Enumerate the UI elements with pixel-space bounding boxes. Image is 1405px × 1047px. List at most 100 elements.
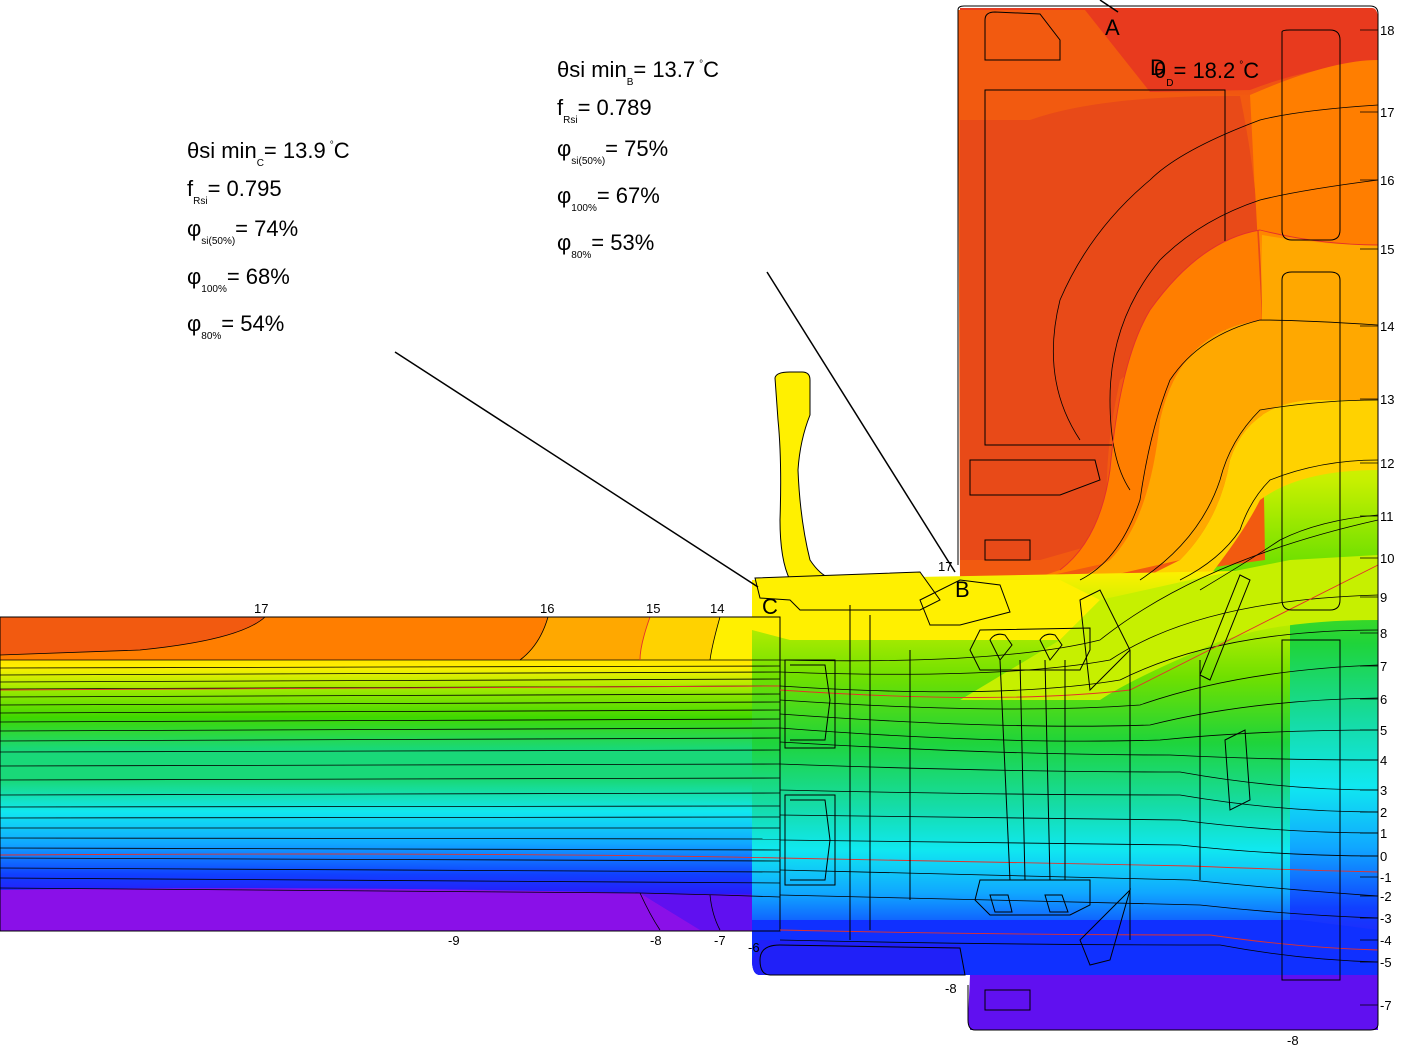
iso-line [0, 847, 781, 851]
wall-cold-region [0, 888, 700, 930]
wall-anchor [784, 794, 836, 886]
web [999, 659, 1011, 881]
diagonal-web [1079, 888, 1132, 966]
gasket [1039, 633, 1063, 661]
iso-line [0, 792, 781, 796]
annotation-D: θD= 18.2 °C [1154, 58, 1259, 89]
leader-line-A [1099, 0, 1119, 13]
bottom-labels: -9 -8 -7 -6 -8 -8 [448, 933, 1299, 1047]
iso-line [0, 763, 781, 767]
leader-line-B [766, 271, 956, 573]
iso-line [0, 709, 781, 714]
iso-line-red [0, 853, 781, 859]
junction-region [752, 555, 1378, 1030]
chamber [1281, 271, 1341, 611]
iso-line [779, 839, 1379, 857]
wall-warm-corner [0, 617, 265, 655]
iso-line [639, 892, 661, 931]
annotation-C-theta: θsi minC= 13.9 °C [187, 138, 350, 169]
wall-amber [520, 617, 650, 660]
seal-chamber [919, 579, 1011, 626]
amber-isotherm-band [1070, 235, 1378, 585]
scale-tick-label: 0 [1380, 849, 1387, 864]
leader-lines [394, 0, 1119, 588]
wall-yellow [640, 617, 720, 660]
iso-line [0, 718, 781, 723]
scale-tick-label: 16 [1380, 173, 1394, 188]
lower-gasket [984, 539, 1031, 561]
iso-label-17-near-B: 17 [938, 559, 952, 574]
iso-line [779, 697, 1379, 727]
iso-line [779, 741, 1379, 761]
lower-thermal-break [974, 879, 1091, 916]
iso-line [1199, 514, 1379, 591]
wall-outline [0, 616, 781, 932]
scale-tick-label: -1 [1380, 870, 1392, 885]
yellow-isotherm-band [1100, 400, 1378, 600]
scale-tick-label: -3 [1380, 911, 1392, 926]
iso-line [0, 737, 781, 742]
iso-label-bottom: -8 [945, 981, 957, 996]
wall-anchor-inner [790, 799, 831, 881]
iso-label-top: 14 [710, 601, 724, 616]
scale-tick-label: 13 [1380, 392, 1394, 407]
gasket [989, 633, 1013, 661]
annotation-B-phi-80: φ80%= 53% [557, 230, 654, 261]
scale-tick-label: 5 [1380, 723, 1387, 738]
frame-outline [957, 5, 1379, 1031]
iso-label-bottom: -8 [1287, 1033, 1299, 1047]
scale-tick-label: 14 [1380, 319, 1394, 334]
iso-line-red [639, 616, 651, 661]
iso-line [1179, 459, 1379, 581]
fin-profile [774, 371, 831, 581]
iso-label-bottom: -7 [714, 933, 726, 948]
iso-line-red [779, 857, 1379, 873]
sash-clip [969, 459, 1101, 496]
annotation-B-phi-100: φ100%= 67% [557, 183, 660, 214]
scale-tick-label: 18 [1380, 23, 1394, 38]
iso-line [0, 727, 781, 732]
scale-tick-label: 12 [1380, 456, 1394, 471]
scale-tick-label: 1 [1380, 826, 1387, 841]
iso-label-top: 16 [540, 601, 554, 616]
scale-tick-label: 8 [1380, 626, 1387, 641]
wall-section [0, 617, 790, 931]
scale-tick-label: 17 [1380, 105, 1394, 120]
iso-line [709, 616, 721, 661]
chamber [1281, 29, 1341, 241]
wall-cold-region-2 [640, 893, 780, 930]
drain-chamber [1224, 729, 1251, 811]
wall-top-labels: 17 16 15 14 [254, 601, 724, 616]
iso-line [0, 837, 781, 840]
iso-line [0, 867, 781, 873]
annotation-B-f: fRsi= 0.789 [557, 95, 652, 126]
annotation-B-theta: θsi minB= 13.7 °C [557, 57, 719, 88]
chamber [1281, 639, 1341, 981]
wall-anchor-inner [790, 664, 831, 741]
iso-line [779, 939, 1379, 963]
iso-line [779, 894, 1379, 919]
iso-line [779, 869, 1379, 897]
iso-line [0, 701, 781, 706]
point-B-label: B [955, 577, 970, 602]
iso-line [779, 664, 1379, 710]
iso-line [0, 857, 781, 862]
iso-line [0, 671, 781, 676]
scale-tick-label: 6 [1380, 692, 1387, 707]
bottom-gasket [984, 989, 1031, 1011]
top-gasket [984, 11, 1061, 61]
iso-label-bottom: -9 [448, 933, 460, 948]
point-A-label: A [1105, 15, 1120, 40]
iso-line [0, 887, 781, 898]
iso-line [779, 789, 1379, 813]
iso-line [779, 629, 1379, 693]
iso-line [0, 777, 781, 781]
iso-line [0, 616, 266, 656]
thermal-break [969, 627, 1091, 671]
wall-anchor [784, 659, 836, 749]
iso-line [779, 594, 1379, 675]
point-D-label: D [1150, 55, 1166, 80]
scale-tick-label: 15 [1380, 242, 1394, 257]
iso-line-red [0, 685, 781, 691]
